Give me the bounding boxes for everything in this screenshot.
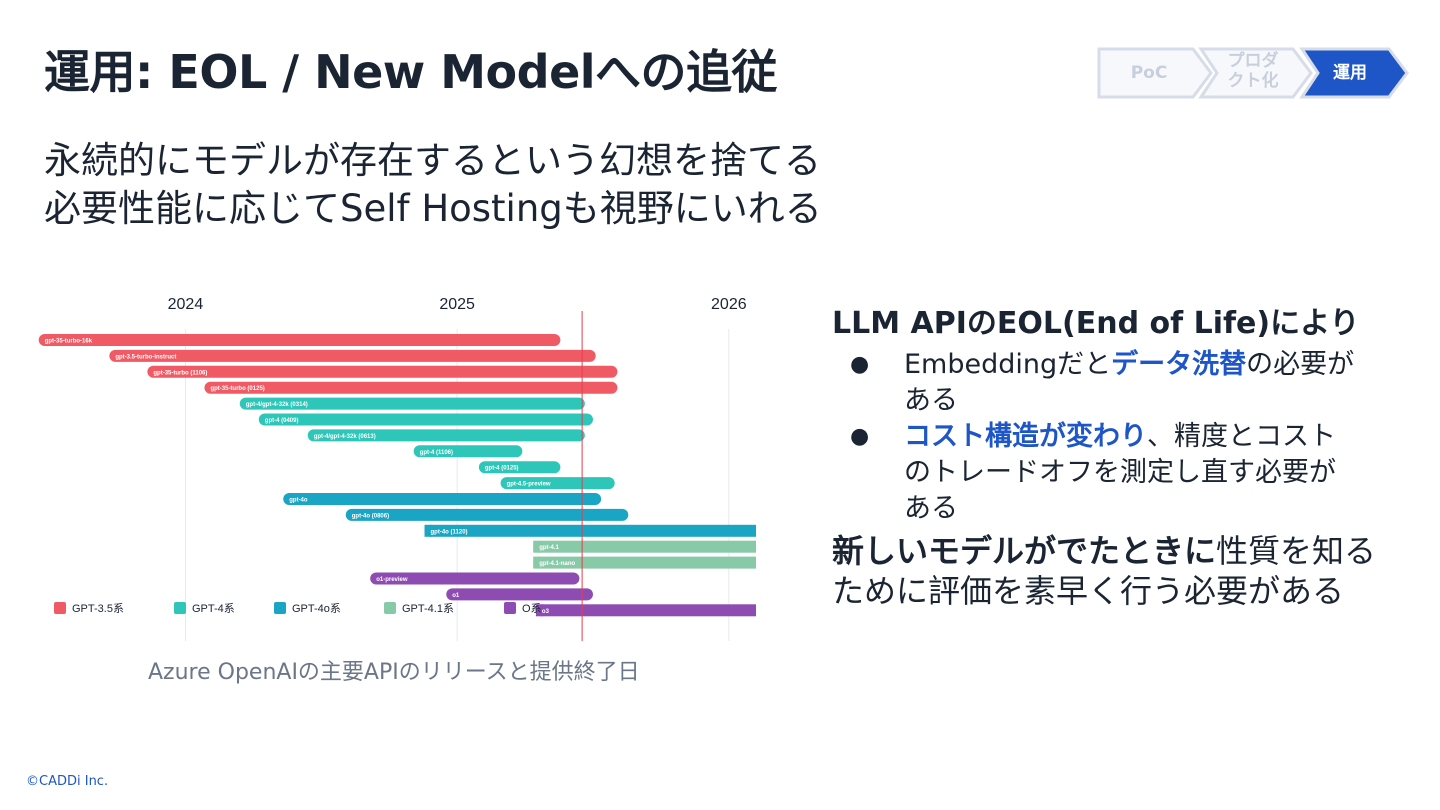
bar-label: gpt-35-turbo (1106)	[153, 370, 207, 376]
bar-label: gpt-4/gpt-4-32k (0613)	[314, 434, 376, 440]
footer-copyright: ©CADDi Inc.	[26, 774, 109, 789]
step-poc-shape	[1097, 47, 1213, 99]
chart-bar	[109, 349, 596, 362]
bar-label: gpt-4 (1106)	[420, 450, 453, 456]
bar-label: gpt-4.1	[539, 545, 559, 551]
step-product-shape	[1198, 47, 1313, 99]
bullet-2-post-3: ある	[904, 493, 958, 524]
step-ops-shape	[1299, 47, 1409, 99]
chart-bar	[239, 397, 585, 410]
bar-label: gpt-4 (0125)	[485, 466, 519, 472]
chart-bar-cap	[533, 556, 546, 569]
legend-label: O系	[522, 602, 542, 615]
x-tick-label: 2024	[168, 296, 204, 313]
step-product-label-line-1: プロダ	[1227, 51, 1279, 71]
legend-label: GPT-4o系	[292, 602, 341, 615]
bullet-2-post-1: 、精度とコスト	[1147, 421, 1336, 452]
legend-swatch	[384, 602, 396, 614]
chart-bar	[424, 524, 756, 537]
legend-swatch	[274, 602, 286, 614]
closing-text: 新しいモデルがでたときに性質を知る ために評価を素早く行う必要がある	[832, 531, 1422, 611]
bar-label: gpt-35-turbo (0125)	[210, 386, 264, 392]
bar-label: gpt-4.5-preview	[507, 482, 551, 488]
x-tick-label: 2025	[439, 296, 475, 313]
closing-rest-1: 性質を知る	[1216, 532, 1377, 570]
bullet-2-post-2: のトレードオフを測定し直す必要が	[904, 457, 1336, 488]
bar-label: gpt-4 (0409)	[265, 418, 299, 424]
legend-label: GPT-3.5系	[72, 602, 124, 615]
bar-label: gpt-35-turbo-16k	[45, 339, 93, 345]
bar-label: gpt-3.5-turbo-instruct	[115, 354, 176, 360]
step-ops-label: 運用	[1333, 63, 1367, 83]
bar-label: o1-preview	[376, 577, 408, 583]
bullet-dot: ●	[850, 424, 870, 449]
legend-label: GPT-4系	[192, 602, 235, 615]
bullet-list: ● Embeddingだとデータ洗替の必要が ある ● コスト構造が変わり、精度…	[832, 347, 1422, 527]
bullet-dot: ●	[850, 352, 870, 377]
chart-bar	[38, 334, 561, 346]
chart-bar	[500, 477, 615, 490]
bullet-1-pre: Embeddingだと	[904, 349, 1112, 380]
right-heading: LLM APIのEOL(End of Life)により	[832, 306, 1360, 341]
chart-bar	[413, 445, 523, 458]
chart-bar	[533, 556, 756, 569]
chart-bar	[478, 461, 561, 474]
step-product-label: プロダ クト化	[1215, 51, 1291, 91]
subtitle-line-2: 必要性能に応じてSelf Hostingも視野にいれる	[44, 187, 822, 230]
page-title: 運用: EOL / New Modelへの追従	[44, 45, 778, 99]
chart-caption: Azure OpenAIの主要APIのリリースと提供終了日	[148, 660, 640, 685]
bar-label: gpt-4.1-nano	[539, 561, 575, 567]
step-poc-label: PoC	[1130, 63, 1168, 83]
chart-bar-cap	[424, 524, 437, 537]
bar-label: o3	[542, 609, 550, 615]
bullet-1-post-1: の必要が	[1246, 349, 1355, 380]
bullet-item-2: ● コスト構造が変わり、精度とコスト のトレードオフを測定し直す必要が ある	[832, 419, 1422, 527]
right-panel: LLM APIのEOL(End of Life)により ● Embeddingだ…	[832, 305, 1422, 611]
chart-bar-cap	[533, 540, 546, 553]
chart-bar	[258, 413, 593, 426]
bar-label: gpt-4/gpt-4-32k (0314)	[246, 402, 308, 408]
step-product-label-line-2: クト化	[1227, 71, 1279, 91]
eol-timeline-chart: 2024 2025 2026 gpt-35-turbo-16k gpt-3.5-turb…	[38, 296, 756, 641]
bullet-2-highlight: コスト構造が変わり	[904, 421, 1147, 452]
chart-bar-cap	[535, 604, 548, 617]
bar-label: gpt-4o	[289, 498, 308, 504]
bar-label: gpt-4o (0806)	[352, 513, 389, 519]
closing-bold: 新しいモデルがでたときに	[832, 532, 1217, 570]
phase-stepper: PoC プロダ クト化 運用	[1097, 47, 1417, 99]
chart-bar	[533, 540, 756, 553]
bullet-1-highlight: データ洗替	[1111, 349, 1247, 380]
chart-bar	[345, 508, 629, 521]
subtitle-line-1: 永続的にモデルが存在するという幻想を捨てる	[44, 139, 821, 182]
chart-bar	[204, 381, 618, 394]
chart-bar	[370, 572, 580, 585]
closing-rest-2: ために評価を素早く行う必要がある	[832, 572, 1345, 610]
chart-bar	[147, 365, 618, 378]
bar-label: o1	[452, 593, 460, 599]
chart-bar	[535, 604, 756, 617]
x-tick-label: 2026	[711, 296, 747, 313]
legend-swatch	[504, 602, 516, 614]
chart-bar	[446, 588, 593, 601]
bar-label: gpt-4o (1120)	[431, 529, 468, 535]
legend-label: GPT-4.1系	[402, 602, 454, 615]
phase-stepper-shapes	[1097, 47, 1409, 99]
bullet-item-1: ● Embeddingだとデータ洗替の必要が ある	[832, 347, 1422, 419]
legend-swatch	[54, 602, 66, 614]
bullet-1-post-2: ある	[904, 385, 958, 416]
chart-bar	[307, 429, 585, 442]
chart-bar	[283, 493, 602, 505]
legend-swatch	[174, 602, 186, 614]
